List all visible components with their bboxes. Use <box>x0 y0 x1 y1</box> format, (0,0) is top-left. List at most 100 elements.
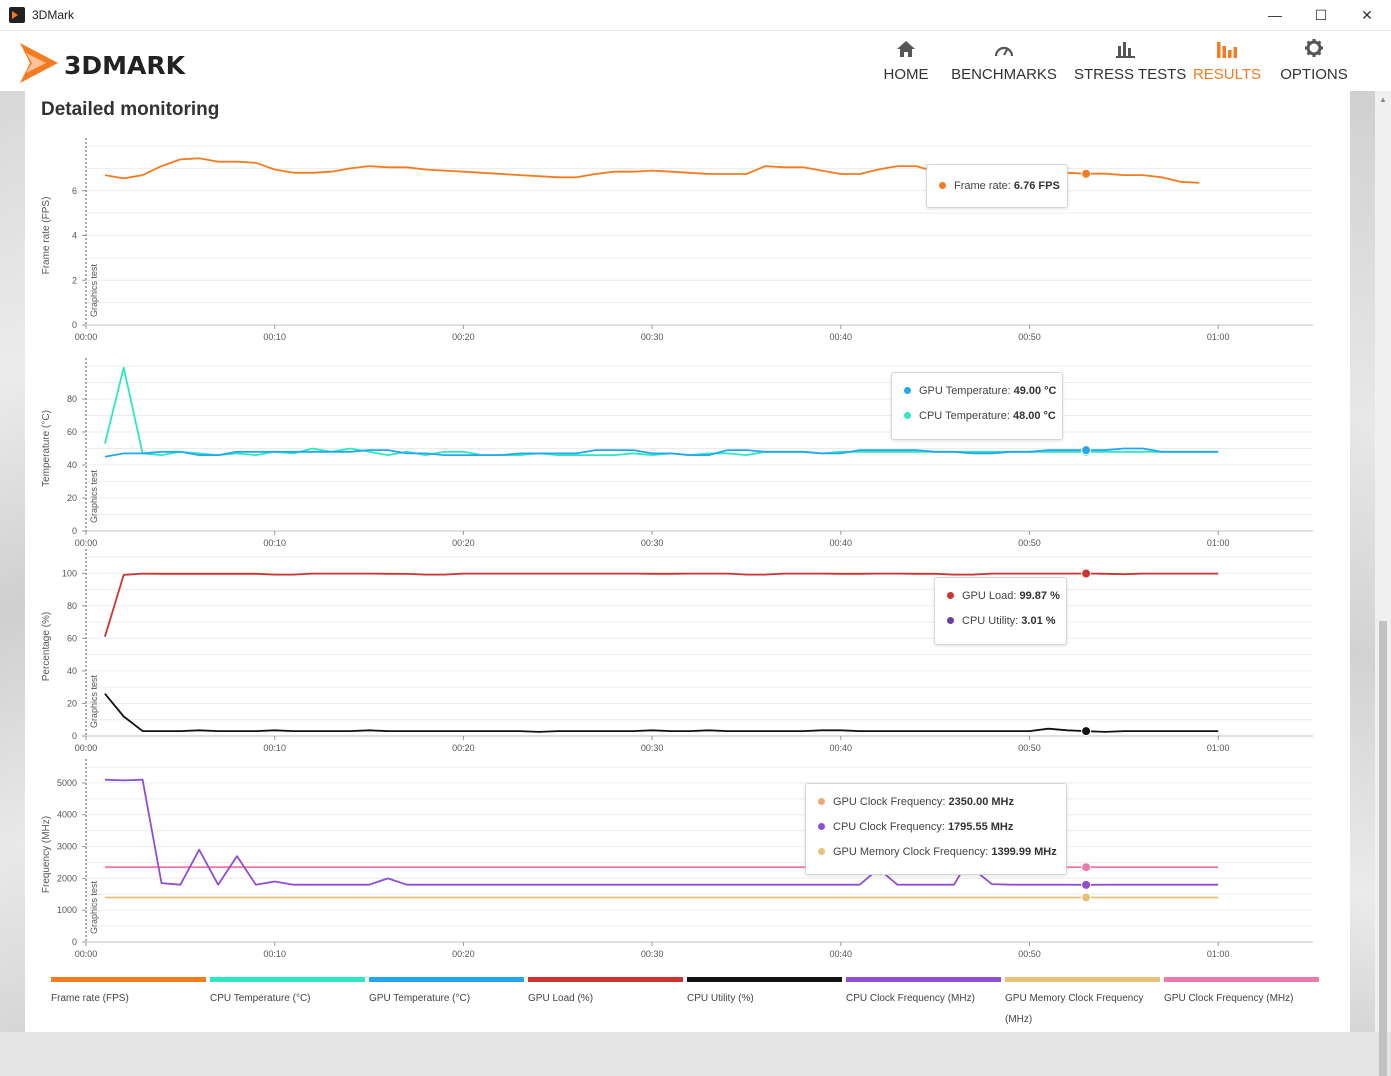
tooltip-value: 3.01 % <box>1021 615 1056 627</box>
tooltip-value: 6.76 FPS <box>1013 180 1060 192</box>
tooltip-label: CPU Clock Frequency: <box>833 821 945 833</box>
x-tick-label: 00:30 <box>641 332 664 342</box>
y-tick-label: 1000 <box>57 905 77 915</box>
graphics-test-annotation: Graphics test <box>89 469 99 523</box>
legend-item-gpu-memory-clock[interactable]: GPU Memory Clock Frequency (MHz) <box>1005 977 1160 1030</box>
chart-frame-rate: 0 2 4 6 00:00 00:10 00:20 00:30 00:40 00:50 01:00 F… <box>41 138 1313 342</box>
legend-swatch <box>210 977 365 982</box>
series-line-gpu-load- <box>104 572 1219 637</box>
x-tick-label: 00:10 <box>263 743 286 753</box>
results-icon <box>1217 42 1237 58</box>
chart-percentage: 0 20 40 60 80 100 00:00 00:10 00:20 00:30 00:40 00:… <box>41 549 1313 753</box>
x-tick-label: 00:30 <box>641 743 664 753</box>
series-line-cpu-clock-frequency-mhz- <box>104 778 1219 886</box>
x-tick-label: 01:00 <box>1207 332 1230 342</box>
window-titlebar: 3DMark — ☐ ✕ <box>0 0 1391 31</box>
legend-item-frame-rate[interactable]: Frame rate (FPS) <box>51 977 206 1009</box>
tooltip-frame-rate: Frame rate: 6.76 FPS <box>926 164 1068 208</box>
graphics-test-annotation: Graphics test <box>89 674 99 728</box>
maximize-button[interactable]: ☐ <box>1314 7 1328 23</box>
nav-benchmarks-label: BENCHMARKS <box>951 66 1057 83</box>
x-tick-label: 00:00 <box>75 949 98 959</box>
y-axis-label: Frequency (MHz) <box>41 816 52 893</box>
tooltip-label: CPU Utility: <box>962 615 1019 627</box>
x-tick-label: 00:30 <box>641 949 664 959</box>
series-dot <box>947 591 954 599</box>
tooltip-label: GPU Temperature: <box>919 385 1011 397</box>
tooltip-percentage: GPU Load: 99.87 % CPU Utility: 3.01 % <box>934 577 1067 645</box>
x-tick-label: 00:20 <box>452 949 475 959</box>
legend-label: Frame rate (FPS) <box>51 993 129 1004</box>
y-tick-label: 0 <box>72 320 77 330</box>
detailed-monitoring-panel: Detailed monitoring 0 2 4 6 00:00 00:10 00:20 0… <box>25 91 1350 1032</box>
tooltip-value: 2350.00 MHz <box>948 796 1014 808</box>
tooltip-row: GPU Load: 99.87 % <box>935 584 1066 609</box>
legend-item-gpu-temperature[interactable]: GPU Temperature (°C) <box>369 977 524 1009</box>
y-tick-label: 6 <box>72 186 77 196</box>
x-tick-label: 00:10 <box>263 332 286 342</box>
tooltip-row: GPU Clock Frequency: 2350.00 MHz <box>806 790 1066 815</box>
brand-logo[interactable]: 3DMARK <box>18 37 228 87</box>
x-tick-label: 01:00 <box>1207 538 1230 548</box>
legend-label: GPU Load (%) <box>528 993 594 1004</box>
legend-label: GPU Clock Frequency (MHz) <box>1164 993 1294 1004</box>
chart-frequency: 0 1000 2000 3000 4000 5000 00:00 00:10 00:20 00:3… <box>41 759 1313 959</box>
tooltip-label: GPU Load: <box>962 590 1017 602</box>
x-tick-label: 00:40 <box>830 538 853 548</box>
y-tick-label: 2 <box>72 275 77 285</box>
legend-item-cpu-temperature[interactable]: CPU Temperature (°C) <box>210 977 365 1009</box>
close-button[interactable]: ✕ <box>1361 7 1373 23</box>
bars-icon <box>1116 42 1135 58</box>
nav-options[interactable]: OPTIONS <box>1278 36 1350 88</box>
y-tick-label: 0 <box>72 937 77 947</box>
nav-home[interactable]: HOME <box>878 36 934 88</box>
legend-swatch <box>1005 977 1160 982</box>
tooltip-temperature: GPU Temperature: 49.00 °C CPU Temperatur… <box>891 372 1063 440</box>
x-tick-label: 00:10 <box>263 949 286 959</box>
scrollbar-thumb[interactable] <box>1379 621 1387 1076</box>
y-tick-label: 4000 <box>57 810 77 820</box>
vertical-scrollbar[interactable]: ▲ <box>1375 91 1391 1076</box>
scroll-up-icon[interactable]: ▲ <box>1379 95 1387 104</box>
series-dot <box>904 386 911 394</box>
y-tick-label: 5000 <box>57 778 77 788</box>
x-tick-label: 00:50 <box>1018 332 1041 342</box>
nav-stress-tests-label: STRESS TESTS <box>1074 66 1187 83</box>
nav-benchmarks[interactable]: BENCHMARKS <box>950 36 1058 88</box>
legend-item-cpu-clock[interactable]: CPU Clock Frequency (MHz) <box>846 977 1001 1009</box>
home-icon <box>897 41 915 57</box>
y-tick-label: 40 <box>67 460 77 470</box>
monitoring-charts[interactable]: 0 2 4 6 00:00 00:10 00:20 00:30 00:40 00:50 01:00 F… <box>25 91 1350 971</box>
x-tick-label: 00:00 <box>75 538 98 548</box>
app-icon <box>9 7 25 23</box>
legend-item-gpu-load[interactable]: GPU Load (%) <box>528 977 683 1009</box>
x-tick-label: 00:40 <box>830 949 853 959</box>
logo-chevron-icon <box>20 43 58 83</box>
y-tick-label: 20 <box>67 493 77 503</box>
tooltip-value: 48.00 °C <box>1012 410 1056 422</box>
legend-swatch <box>1164 977 1319 982</box>
window-title: 3DMark <box>32 8 75 22</box>
nav-stress-tests[interactable]: STRESS TESTS <box>1074 36 1187 88</box>
legend-item-cpu-utility[interactable]: CPU Utility (%) <box>687 977 842 1009</box>
tooltip-row: CPU Utility: 3.01 % <box>935 609 1066 634</box>
y-tick-label: 0 <box>72 731 77 741</box>
series-dot <box>818 822 825 830</box>
tooltip-row: Frame rate: 6.76 FPS <box>927 165 1067 207</box>
nav-results[interactable]: RESULTS <box>1192 36 1262 88</box>
nav-results-label: RESULTS <box>1192 66 1262 83</box>
x-tick-label: 00:50 <box>1018 743 1041 753</box>
y-tick-label: 100 <box>62 568 77 578</box>
x-tick-label: 00:20 <box>452 538 475 548</box>
minimize-button[interactable]: — <box>1268 7 1282 23</box>
series-dot <box>947 616 954 624</box>
tooltip-row: CPU Clock Frequency: 1795.55 MHz <box>806 815 1066 840</box>
hover-marker <box>1081 726 1092 737</box>
graphics-test-annotation: Graphics test <box>89 880 99 934</box>
x-tick-label: 00:10 <box>263 538 286 548</box>
background-pattern-left <box>0 91 25 1032</box>
legend-item-gpu-clock[interactable]: GPU Clock Frequency (MHz) <box>1164 977 1319 1009</box>
tooltip-row: GPU Memory Clock Frequency: 1399.99 MHz <box>806 840 1066 865</box>
tooltip-value: 99.87 % <box>1019 590 1060 602</box>
legend-label: CPU Clock Frequency (MHz) <box>846 993 975 1004</box>
